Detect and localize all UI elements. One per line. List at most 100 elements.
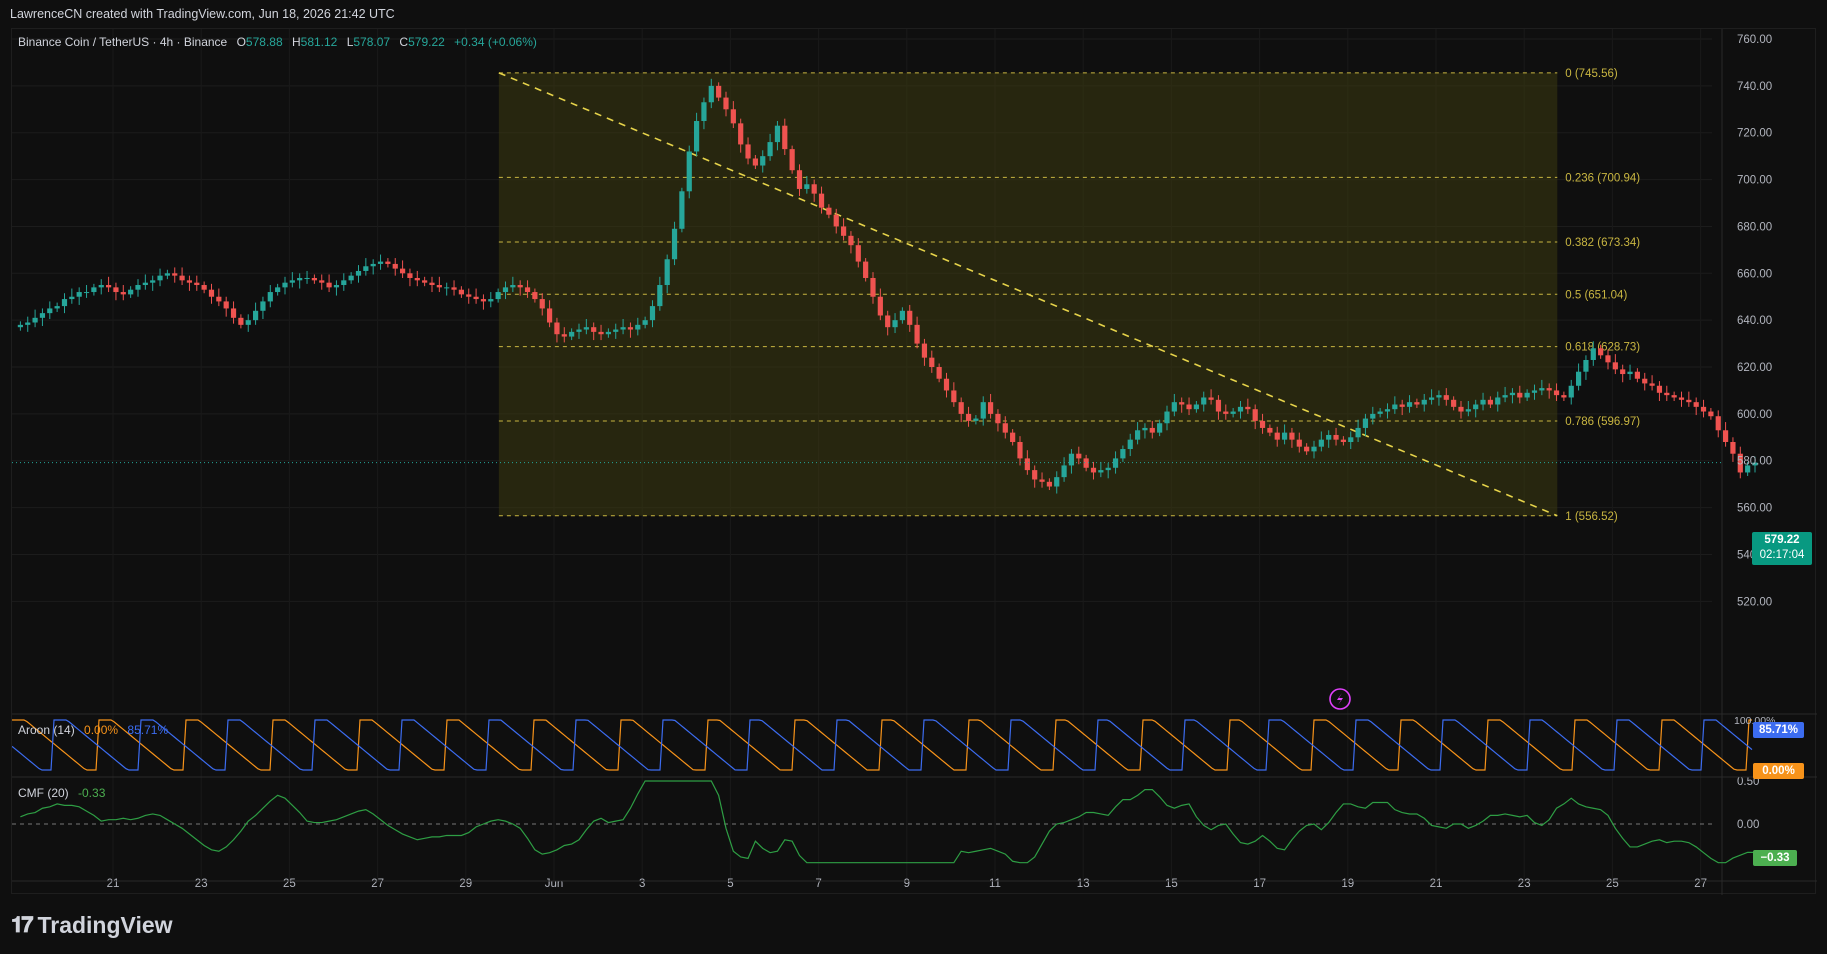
candle-body xyxy=(679,191,685,229)
candle-body xyxy=(671,228,678,260)
candle-body xyxy=(76,292,82,297)
candle-body xyxy=(1605,355,1611,363)
candle-body xyxy=(1274,432,1280,440)
time-tick-label: 3 xyxy=(639,878,645,890)
candle-body xyxy=(252,310,259,321)
candle-body xyxy=(1237,406,1244,412)
open-value: 578.88 xyxy=(245,35,283,49)
candle-body xyxy=(392,263,398,269)
candle-body xyxy=(620,327,626,330)
candle-body xyxy=(91,287,97,293)
candle-body xyxy=(341,280,347,286)
candle-body xyxy=(201,285,207,290)
candle-body xyxy=(1443,395,1449,400)
candle-body xyxy=(561,334,567,337)
candle-body xyxy=(1230,411,1236,414)
candle-body xyxy=(885,315,891,328)
candle-body xyxy=(1017,441,1023,459)
candle-body xyxy=(943,378,950,391)
candle-body xyxy=(1752,462,1758,466)
candle-body xyxy=(929,357,935,368)
candle-body xyxy=(223,301,229,309)
candle-body xyxy=(546,308,553,323)
tradingview-logo[interactable]: 𝟏𝟕 TradingView xyxy=(11,910,173,940)
chart-canvas[interactable]: 0 (745.56) 0.236 (700.94) 0.382 (673.34) 0.… xyxy=(12,29,1817,895)
cmf-legend[interactable]: CMF (20) -0.33 xyxy=(18,786,105,800)
candle-body xyxy=(1384,409,1391,412)
chart-frame[interactable]: 0 (745.56) 0.236 (700.94) 0.382 (673.34) 0.… xyxy=(11,28,1817,895)
price-tick-label: 520.00 xyxy=(1737,596,1772,608)
aroon-up-line xyxy=(12,719,1752,771)
candle-body xyxy=(870,277,876,297)
candle-body xyxy=(1076,453,1082,459)
candle-body xyxy=(333,285,340,288)
candle-body xyxy=(1671,395,1677,398)
candle-body xyxy=(745,144,751,159)
candle-body xyxy=(1333,434,1339,440)
fib-retracement: 0 (745.56) 0.236 (700.94) 0.382 (673.34) 0.… xyxy=(498,68,1640,523)
candle-body xyxy=(1193,404,1199,410)
fib-level-label: 0 (745.56) xyxy=(1565,68,1618,80)
candle-body xyxy=(907,310,913,325)
time-tick-label: 13 xyxy=(1077,878,1090,890)
candle-body xyxy=(958,402,964,414)
time-axis: 21 23 25 27 29 Jun 3 5 7 9 11 13 15 17 19 21 23 25 27 xyxy=(107,878,1707,890)
candle-body xyxy=(69,296,75,300)
candle-body xyxy=(25,322,31,325)
candle-body xyxy=(980,402,986,419)
candle-body xyxy=(951,390,957,403)
close-label: C xyxy=(399,35,409,49)
candle-body xyxy=(1421,399,1427,405)
candle-body xyxy=(848,235,854,246)
candle-body xyxy=(120,292,126,295)
candle-body xyxy=(1406,402,1413,407)
aroon-up-tag: 0.00% xyxy=(1753,763,1804,779)
candle-body xyxy=(1414,402,1420,405)
candle-body xyxy=(1179,402,1185,405)
candle-body xyxy=(1348,437,1354,442)
candle-body xyxy=(921,343,928,358)
time-tick-label: 21 xyxy=(107,878,120,890)
candle-body xyxy=(429,282,435,286)
candle-body xyxy=(1598,348,1604,356)
time-tick-label: 25 xyxy=(283,878,296,890)
candle-body xyxy=(1326,434,1332,440)
candle-body xyxy=(1039,479,1045,482)
aroon-legend[interactable]: Aroon (14) 0.00% 85.71% xyxy=(18,723,168,737)
candle-body xyxy=(61,299,68,307)
candle-body xyxy=(83,292,90,294)
candle-body xyxy=(649,306,656,321)
candle-body xyxy=(282,282,288,288)
candle-body xyxy=(1215,399,1222,412)
price-tick-label: 700.00 xyxy=(1737,175,1772,187)
tradingview-logo-icon: 𝟏𝟕 xyxy=(11,912,34,937)
candle-body xyxy=(1223,411,1229,414)
candle-body xyxy=(693,121,700,152)
price-tick-label: 740.00 xyxy=(1737,81,1772,93)
alert-icon[interactable] xyxy=(1329,688,1351,710)
time-tick-label: 17 xyxy=(1253,878,1266,890)
candle-body xyxy=(1473,404,1479,410)
candle-body xyxy=(399,268,406,274)
candle-body xyxy=(583,327,589,330)
price-axis: 760.00 740.00 720.00 700.00 680.00 660.00 640.… xyxy=(1737,34,1772,608)
candle-body xyxy=(275,287,281,293)
aroon-up-value: 0.00% xyxy=(84,723,119,737)
last-price-tag: 579.22 02:17:04 xyxy=(1752,532,1812,565)
time-tick-label: 29 xyxy=(459,878,472,890)
fib-level-label: 1 (556.52) xyxy=(1565,511,1618,523)
candle-body xyxy=(488,299,494,302)
candle-body xyxy=(995,413,1001,424)
candle-body xyxy=(32,317,38,323)
candle-body xyxy=(752,158,758,166)
candle-body xyxy=(304,277,310,279)
candle-body xyxy=(1252,409,1258,421)
candle-body xyxy=(613,329,619,332)
candle-body xyxy=(186,280,193,283)
candle-body xyxy=(1620,369,1626,375)
candle-body xyxy=(877,296,883,316)
candle-body xyxy=(1693,402,1699,407)
symbol-legend[interactable]: Binance Coin / TetherUS · 4h · Binance O… xyxy=(18,35,537,49)
time-tick-label: 7 xyxy=(815,878,821,890)
high-label: H xyxy=(291,35,301,49)
